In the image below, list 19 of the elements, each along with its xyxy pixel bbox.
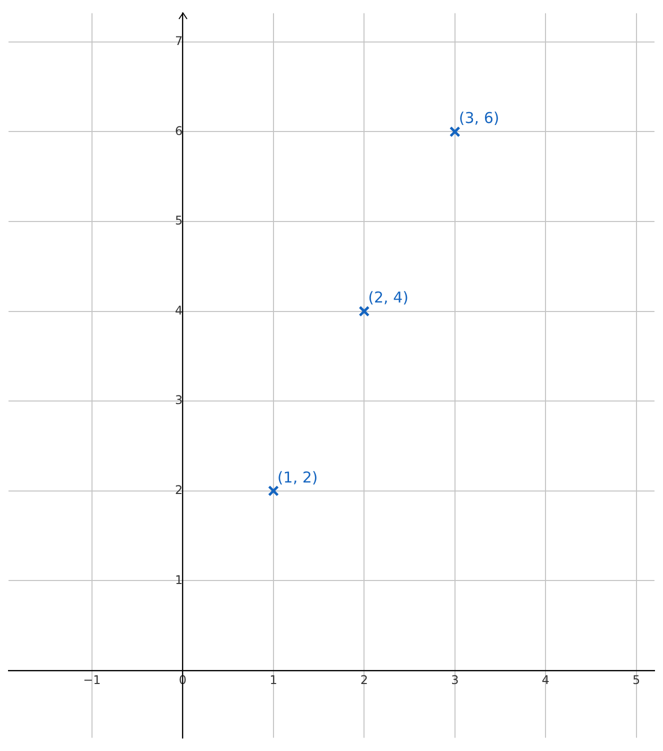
x-tick-label: 3 — [451, 672, 459, 687]
point — [358, 306, 370, 317]
annotation: (2, 4) — [368, 288, 408, 307]
x-tick-label: −1 — [83, 672, 101, 687]
y-tick-label: 2 — [175, 483, 183, 498]
y-tick-label: 1 — [175, 572, 183, 587]
y-tick-label: 4 — [175, 303, 183, 318]
y-tick-label: 6 — [175, 124, 183, 138]
point — [268, 485, 279, 496]
y-tick-label: 5 — [175, 214, 183, 228]
x-tick-label: 5 — [632, 672, 640, 687]
x-tick-label: 2 — [360, 672, 368, 687]
point — [449, 126, 460, 138]
x-tick-label: 4 — [542, 672, 550, 687]
annotation: (1, 2) — [277, 468, 318, 486]
x-tick-label: 1 — [270, 672, 278, 687]
y-tick-label: 3 — [175, 393, 183, 408]
annotation: (3, 6) — [458, 109, 500, 128]
y-tick-label: 7 — [175, 34, 183, 48]
